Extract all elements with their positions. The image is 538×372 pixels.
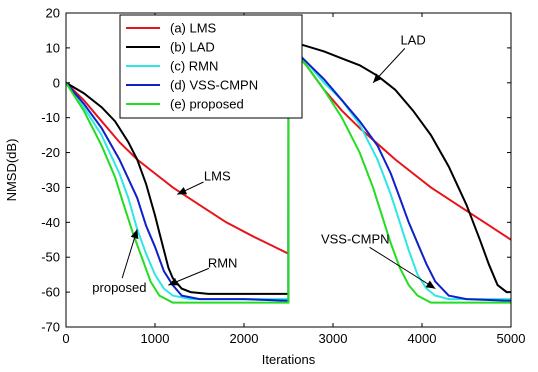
annotation-label: VSS-CMPN	[321, 231, 390, 246]
x-tick-label: 2000	[230, 331, 259, 346]
y-tick-label: 20	[46, 6, 60, 21]
legend: (a) LMS (b) LAD (c) RMN (d) VSS-CMPN (e) pro…	[119, 14, 303, 119]
annotation-label: LMS	[204, 168, 231, 183]
y-tick-label: -30	[41, 180, 60, 195]
annotation-arrow-head	[425, 280, 436, 289]
y-tick-label: 10	[46, 40, 60, 55]
plot-frame	[65, 12, 512, 328]
x-tick-label: 4000	[408, 331, 437, 346]
legend-entry-label: (e) proposed	[170, 97, 244, 112]
legend-entry-label: (b) LAD	[170, 40, 215, 55]
ticks-layer: 0 1000 2000 3000 4000 5000 20 10 0 -10 -20 -30 -40 -5…	[41, 6, 525, 347]
annotation-arrow-head	[130, 229, 139, 240]
annotation-arrow-head	[168, 277, 179, 286]
y-tick-label: 0	[53, 75, 60, 90]
legend-entry-label: (a) LMS	[170, 21, 217, 36]
annotation-arrow-head	[373, 73, 383, 83]
x-tick-label: 1000	[141, 331, 170, 346]
y-tick-label: -10	[41, 110, 60, 125]
x-tick-label: 5000	[497, 331, 526, 346]
annotation-arrow-line	[369, 246, 436, 290]
annotation-label: LAD	[400, 32, 425, 47]
x-tick-label: 3000	[319, 331, 348, 346]
legend-entry-label: (d) VSS-CMPN	[170, 78, 258, 93]
annotation-label: proposed	[92, 280, 146, 295]
x-tick-label: 0	[62, 331, 69, 346]
y-tick-label: -40	[41, 215, 60, 230]
annotation-arrow-head	[177, 186, 188, 195]
y-axis-label: NMSD(dB)	[4, 139, 19, 202]
legend-entry-label: (c) RMN	[170, 59, 218, 74]
annotations-layer: LAD LMS VSS-CMPN RMN proposed	[92, 32, 436, 295]
y-tick-label: -60	[41, 285, 60, 300]
annotation-label: RMN	[208, 256, 238, 271]
x-axis-label: Iterations	[262, 352, 316, 367]
y-tick-label: -70	[41, 320, 60, 335]
y-tick-label: -50	[41, 250, 60, 265]
y-tick-label: -20	[41, 145, 60, 160]
